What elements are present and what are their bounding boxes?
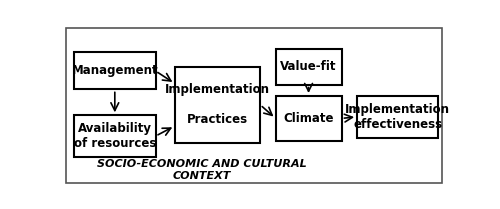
Text: Climate: Climate	[284, 112, 334, 125]
Bar	[74, 115, 156, 157]
Text: Implementation
effectiveness: Implementation effectiveness	[345, 103, 450, 131]
Text: Implementation

Practices: Implementation Practices	[165, 83, 270, 126]
Bar	[74, 52, 156, 89]
Text: Availability
of resources: Availability of resources	[74, 122, 156, 150]
Bar	[175, 67, 260, 143]
Bar	[357, 96, 438, 138]
Bar	[276, 49, 342, 85]
Text: Management: Management	[72, 64, 158, 78]
Text: SOCIO-ECONOMIC AND CULTURAL
CONTEXT: SOCIO-ECONOMIC AND CULTURAL CONTEXT	[97, 159, 307, 181]
Text: Value-fit: Value-fit	[280, 60, 337, 73]
Bar	[276, 96, 342, 141]
